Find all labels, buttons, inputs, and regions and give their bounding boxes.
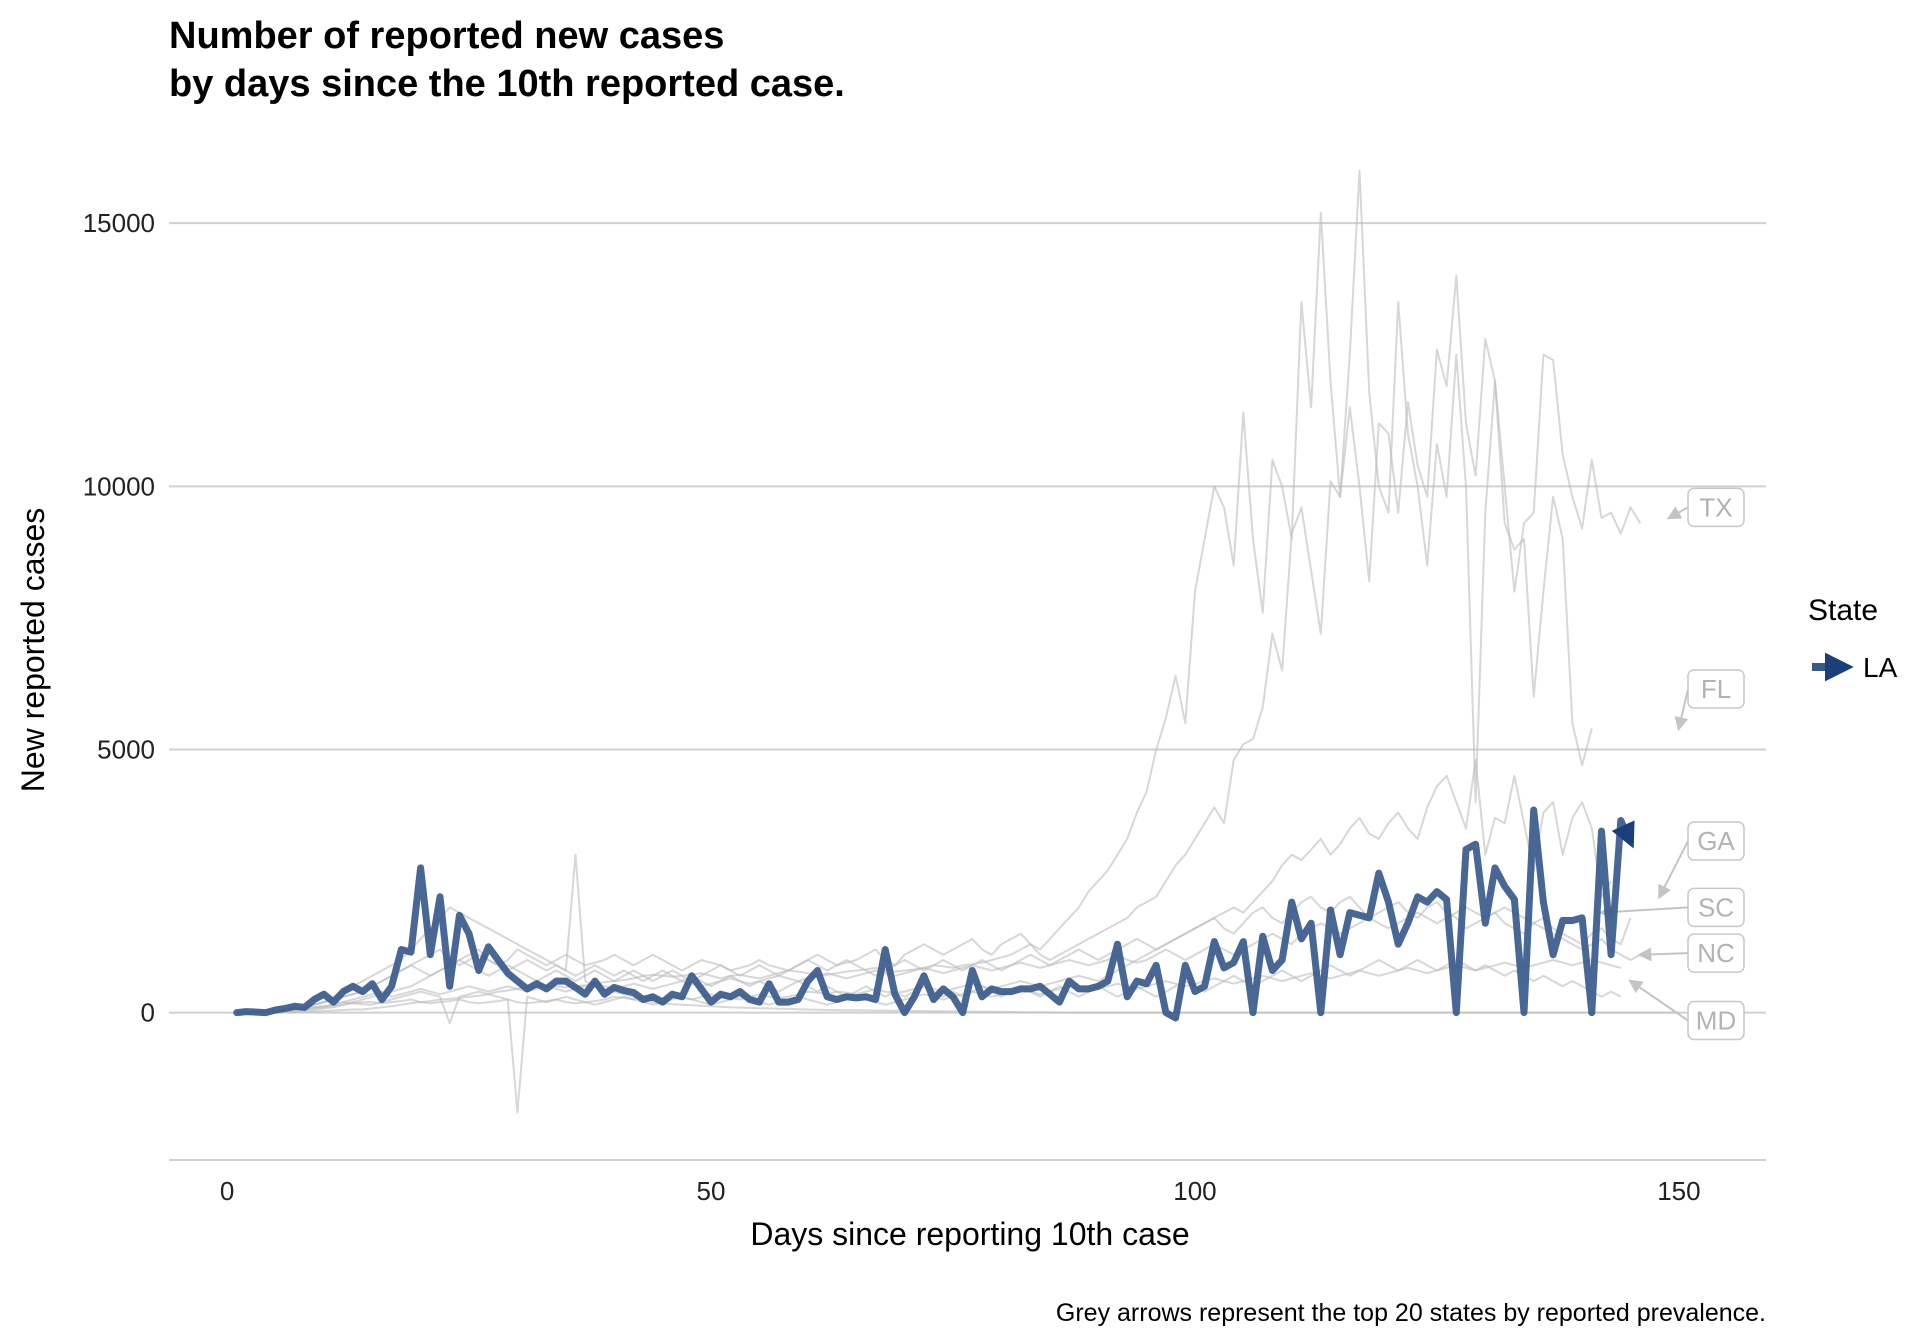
x-tick-label: 50 [697,1176,726,1206]
state-label-text: NC [1697,938,1735,968]
state-label-text: GA [1697,826,1735,856]
state-label-sc: SC [1598,887,1745,928]
legend-title: State [1808,594,1878,627]
y-tick-label: 0 [141,998,155,1028]
chart-caption: Grey arrows represent the top 20 states … [1056,1299,1766,1327]
state-label-text: MD [1696,1006,1736,1036]
x-tick-label: 150 [1657,1176,1700,1206]
state-label-box [1687,887,1745,928]
chart-title-line-2: by days since the 10th reported case. [169,63,845,105]
y-tick-label: 10000 [83,471,155,501]
x-tick-label: 0 [220,1176,234,1206]
state-label-box [1687,487,1745,528]
state-label-text: FL [1701,674,1731,704]
state-label-tx: TX [1666,487,1745,528]
state-label-arrow [1674,688,1689,732]
y-tick-label: 5000 [97,734,155,764]
highlight-series [233,806,1635,1022]
chart-title-line-1: Number of reported new cases [169,15,724,57]
state-label-box [1687,933,1745,973]
series-line-grey-1 [236,853,1679,1014]
state-label-arrow [1637,947,1689,962]
series-line-la [233,806,1635,1022]
series-line-ga [236,759,1612,1014]
series-line-sc [236,895,1632,1014]
state-label-arrow [1658,840,1689,900]
state-label-text: TX [1699,492,1732,522]
state-label-box [1687,669,1745,709]
state-label-nc: NC [1637,933,1745,973]
state-label-box [1687,1000,1745,1041]
state-label-arrow [1666,506,1689,520]
y-axis-title: New reported cases [15,508,51,793]
state-label-arrow [1628,979,1689,1022]
y-tick-label: 15000 [83,208,155,238]
state-label-md: MD [1628,979,1745,1041]
x-tick-label: 100 [1173,1176,1216,1206]
state-label-box [1687,821,1745,861]
state-labels: TX FL GA SC NC MD [1598,487,1745,1041]
x-axis-ticks: 0 50 100 150 [220,1176,1701,1206]
x-axis-title: Days since reporting 10th case [750,1216,1189,1252]
state-label-ga: GA [1658,821,1745,900]
y-axis-ticks: 0 5000 10000 15000 [83,208,155,1027]
state-label-fl: FL [1674,669,1745,732]
legend-label-la: LA [1863,652,1898,683]
state-label-text: SC [1698,892,1734,922]
series-line-fl [236,169,1593,1014]
